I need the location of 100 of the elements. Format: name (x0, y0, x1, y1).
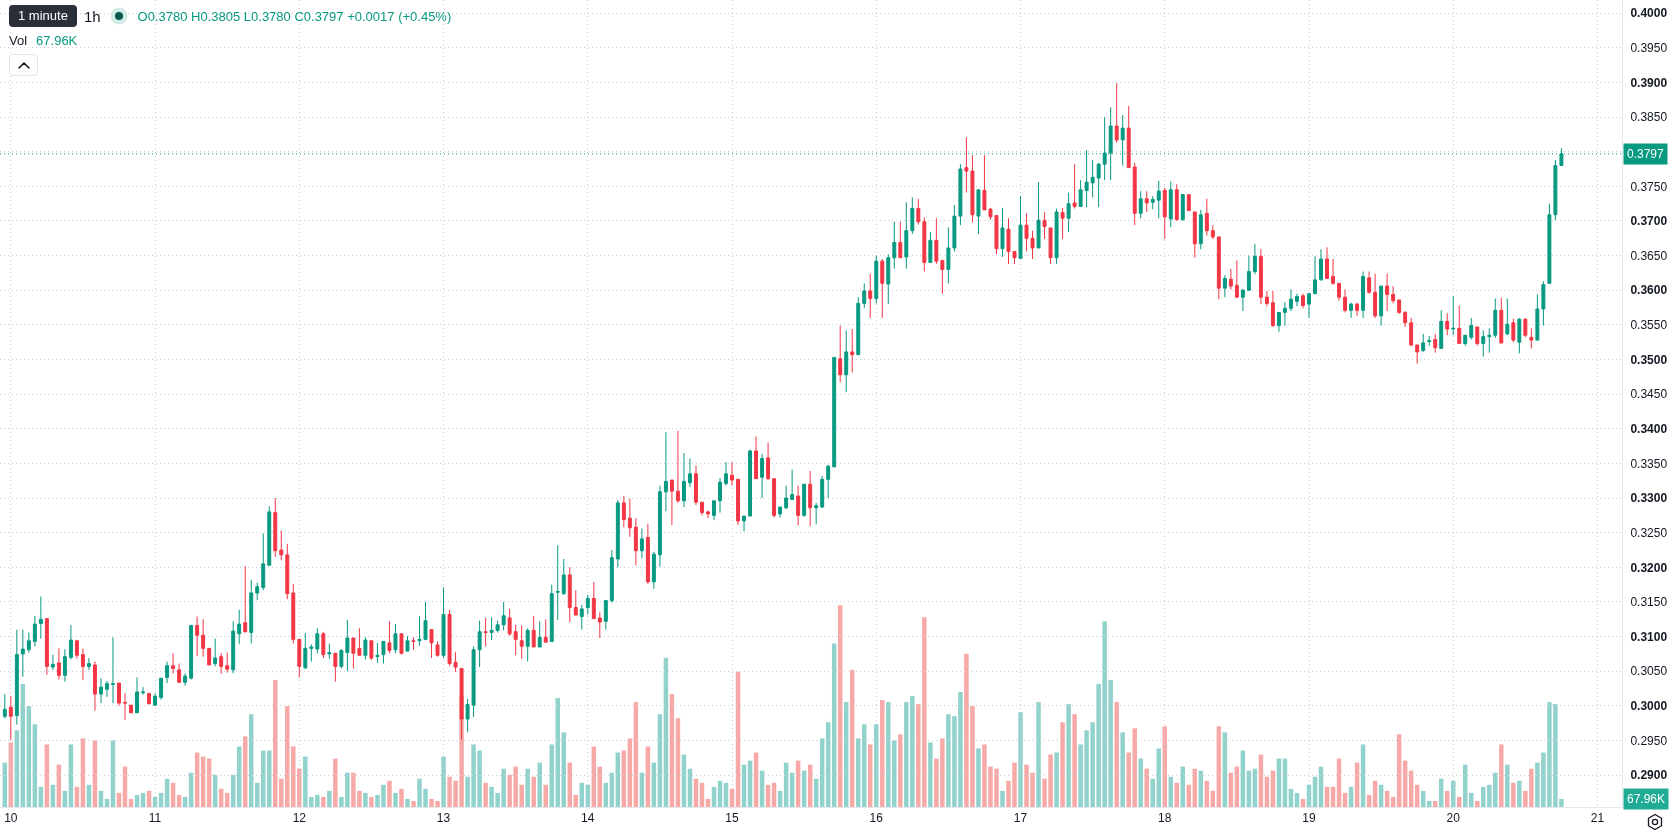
bar (393, 792, 398, 807)
y-tick-label: 0.3300 (1630, 491, 1668, 506)
bar (1114, 702, 1119, 807)
bar (898, 734, 903, 807)
candlestick (549, 584, 554, 642)
candlestick (976, 189, 981, 235)
bar (1505, 764, 1510, 807)
bar (1517, 780, 1522, 807)
candlestick (850, 328, 855, 374)
candlestick (165, 661, 170, 684)
bar (1066, 704, 1071, 807)
candlestick (826, 464, 831, 499)
candlestick (1132, 162, 1137, 226)
candlestick (1276, 311, 1281, 333)
candlestick (639, 528, 644, 559)
candlestick (225, 652, 230, 674)
candlestick (1427, 335, 1432, 347)
candlestick (1180, 193, 1185, 222)
bar (1000, 790, 1005, 807)
y-tick-label: 0.3900 (1630, 75, 1668, 90)
candlestick (573, 589, 578, 616)
candlestick (213, 638, 218, 667)
candlestick (718, 477, 722, 514)
candlestick (862, 282, 867, 309)
candlestick (1481, 329, 1486, 358)
candlestick (778, 506, 783, 518)
candlestick (675, 430, 680, 504)
candlestick (1282, 301, 1287, 327)
candlestick (1337, 282, 1342, 302)
candlestick (411, 636, 416, 651)
candlestick (1036, 181, 1041, 249)
candlestick (633, 517, 638, 566)
candlestick (513, 624, 518, 656)
candlestick (249, 579, 254, 645)
candlestick (1186, 194, 1191, 212)
candlestick (68, 624, 73, 660)
bar (267, 750, 272, 807)
candlestick (129, 704, 133, 714)
candlestick (405, 635, 410, 652)
candlestick (1042, 211, 1047, 240)
candlestick (80, 647, 85, 681)
candlestick (267, 505, 272, 567)
candlestick (1361, 271, 1366, 319)
candlestick (1469, 317, 1474, 340)
bar (369, 796, 374, 807)
bar (333, 758, 338, 807)
candlestick (50, 654, 55, 671)
candlestick (730, 461, 734, 487)
bar (321, 796, 326, 807)
candlestick (700, 501, 704, 516)
bar (1144, 768, 1149, 807)
candlestick (724, 461, 728, 487)
bar (525, 768, 530, 807)
candlestick (1048, 227, 1053, 265)
candlestick (1258, 248, 1263, 305)
candlestick (657, 485, 662, 568)
candlestick (645, 523, 650, 585)
candlestick (1078, 179, 1083, 208)
bar (1511, 782, 1516, 807)
annotation: 1 minute (9, 5, 77, 27)
candlestick (243, 565, 248, 633)
candlestick (20, 629, 25, 678)
candlestick (1385, 273, 1390, 312)
candlestick (651, 551, 656, 590)
candlestick (507, 608, 512, 637)
bar (1499, 744, 1504, 807)
candlestick (147, 692, 152, 705)
y-tick-label: 0.3850 (1630, 110, 1668, 125)
bar (327, 790, 332, 807)
candlestick (333, 652, 338, 683)
candlestick (135, 676, 139, 714)
bar (862, 724, 867, 807)
candlestick (297, 638, 302, 678)
x-tick-label: 11 (148, 811, 162, 826)
candlestick (501, 601, 506, 631)
bar (363, 792, 368, 807)
candlestick (489, 616, 494, 641)
x-tick-label: 21 (1590, 811, 1605, 826)
candlestick (760, 453, 765, 499)
candlestick (892, 221, 897, 270)
y-tick-label: 0.3200 (1630, 560, 1668, 575)
candlestick (1216, 236, 1221, 300)
y-tick-label: 0.3500 (1630, 352, 1668, 367)
candlestick (1499, 297, 1504, 345)
candlestick (1096, 162, 1101, 208)
candlestick (663, 431, 668, 512)
candlestick (1541, 280, 1546, 327)
candlestick (838, 325, 843, 383)
candlestick (820, 475, 825, 509)
candlestick (111, 636, 115, 704)
candlestick (177, 663, 182, 684)
bar (411, 800, 416, 807)
candlestick (183, 672, 188, 687)
y-tick-label: 0.3050 (1630, 664, 1668, 679)
candlestick (1487, 327, 1492, 354)
candlestick (309, 643, 314, 663)
candlestick (237, 609, 242, 645)
x-tick-label: 17 (1013, 811, 1028, 826)
candlestick (483, 617, 488, 647)
candlestick (201, 618, 206, 658)
